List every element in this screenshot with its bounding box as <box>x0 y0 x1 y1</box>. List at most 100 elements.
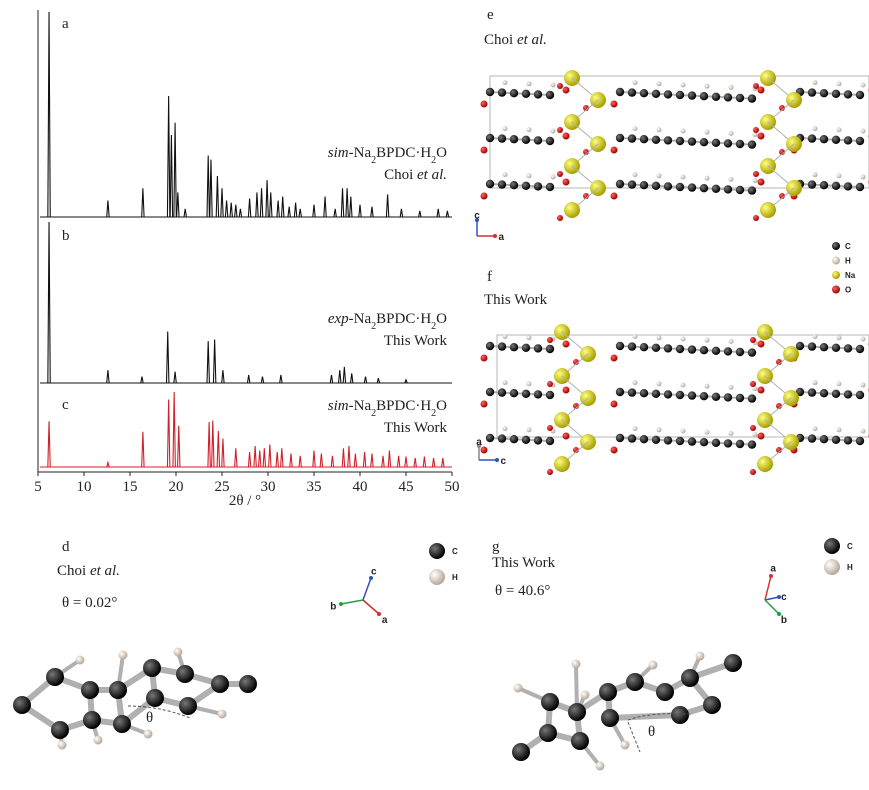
atom <box>832 242 840 250</box>
atom <box>616 434 624 442</box>
peak <box>208 422 210 467</box>
panel-letter: a <box>62 16 69 32</box>
peak <box>170 135 172 217</box>
atom <box>611 401 618 408</box>
atom <box>700 138 708 146</box>
atom <box>547 425 553 431</box>
axis-arrow <box>341 600 363 604</box>
atom <box>633 126 638 131</box>
atom <box>628 134 636 142</box>
peak <box>313 205 315 217</box>
peak <box>414 458 416 467</box>
atom <box>808 434 816 442</box>
atom <box>81 681 99 699</box>
atom <box>832 344 840 352</box>
atom <box>712 185 720 193</box>
panel-letter: b <box>62 228 70 244</box>
peak <box>331 456 333 467</box>
atom <box>813 426 818 431</box>
atom <box>736 440 744 448</box>
atom <box>498 180 506 188</box>
atom <box>498 388 506 396</box>
atom <box>813 172 818 177</box>
formula-part: -Na <box>349 311 372 327</box>
atom <box>837 173 842 178</box>
arrow-head <box>493 234 497 238</box>
peak <box>320 454 322 468</box>
peak <box>324 197 326 218</box>
peak <box>213 340 215 383</box>
peak <box>142 432 144 467</box>
atom <box>211 675 229 693</box>
atom <box>712 393 720 401</box>
peak <box>235 448 237 467</box>
peak <box>260 188 262 217</box>
atom <box>753 178 758 183</box>
atom <box>657 381 662 386</box>
atom <box>688 437 696 445</box>
atom <box>664 136 672 144</box>
peak <box>235 205 237 217</box>
atom <box>832 182 840 190</box>
atom <box>527 427 532 432</box>
atom <box>563 341 570 348</box>
atom <box>676 183 684 191</box>
atom <box>534 182 542 190</box>
formula-label: exp-Na2BPDC·H2O <box>328 311 447 332</box>
atom <box>729 85 734 90</box>
atom <box>664 182 672 190</box>
atom <box>820 135 828 143</box>
atom <box>539 724 557 742</box>
peak <box>437 209 439 217</box>
atom <box>498 342 506 350</box>
source: This Work <box>484 292 548 308</box>
peak <box>177 192 179 217</box>
atom <box>534 390 542 398</box>
atom <box>503 380 508 385</box>
atom <box>510 181 518 189</box>
source-part: et al. <box>417 167 447 183</box>
atom <box>856 437 864 445</box>
atom <box>527 335 532 340</box>
atom <box>547 337 553 343</box>
formula-part: O <box>436 398 447 414</box>
atom <box>824 538 840 554</box>
peak <box>216 176 218 217</box>
atom <box>541 693 559 711</box>
peak <box>254 446 256 467</box>
peak <box>174 372 176 383</box>
atom <box>546 183 554 191</box>
peak <box>184 209 186 217</box>
atom <box>640 89 648 97</box>
atom <box>486 88 494 96</box>
atom <box>671 706 689 724</box>
axis-label: c <box>501 456 507 467</box>
peak <box>212 421 214 468</box>
peak <box>174 123 176 217</box>
atom <box>652 344 660 352</box>
atom <box>676 91 684 99</box>
atom <box>760 202 776 218</box>
atom <box>856 345 864 353</box>
atom <box>700 392 708 400</box>
atom <box>510 343 518 351</box>
atom <box>724 393 732 401</box>
peak <box>173 392 175 467</box>
formula-part: O <box>436 145 447 161</box>
source: Choi et al. <box>384 167 447 183</box>
peak <box>261 377 263 383</box>
peak <box>363 452 365 467</box>
source: This Work <box>384 333 448 349</box>
atom <box>681 337 686 342</box>
atom <box>656 683 674 701</box>
formula: -Na2BPDC·H2O <box>349 398 448 419</box>
peak <box>270 192 272 217</box>
atom <box>808 180 816 188</box>
peak <box>442 458 444 467</box>
axis-label: b <box>330 601 336 612</box>
atom <box>813 380 818 385</box>
atom <box>705 430 710 435</box>
atom <box>616 88 624 96</box>
atom <box>750 469 756 475</box>
formula-part: -Na <box>349 398 372 414</box>
